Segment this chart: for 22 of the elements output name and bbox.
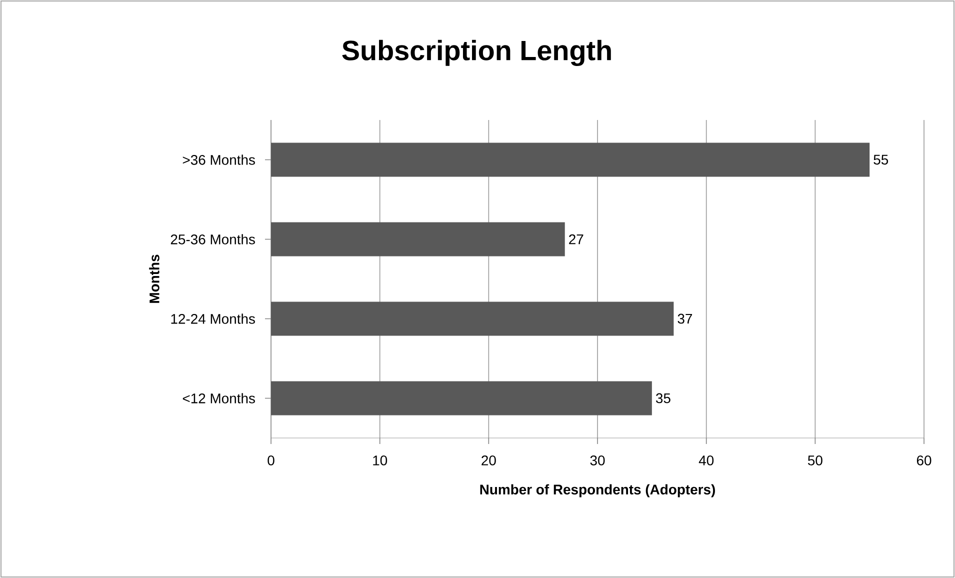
x-tick-label: 60 <box>916 456 932 466</box>
y-tick-label: 12-24 Months <box>171 314 255 324</box>
x-tick-label: 50 <box>808 456 822 466</box>
x-tick-label: 40 <box>698 456 714 466</box>
x-axis-title: Number of Respondents (Adopters) <box>480 484 715 498</box>
x-tick-label: 0 <box>268 456 274 466</box>
y-tick-label: 25-36 Months <box>170 234 255 244</box>
y-tick-label: <12 Months <box>182 393 255 404</box>
x-tick-label: 20 <box>482 456 496 466</box>
bar <box>271 142 870 177</box>
data-label: 55 <box>874 154 888 165</box>
bar <box>271 381 652 416</box>
data-label: 35 <box>656 393 670 404</box>
y-tick-label: >36 Months <box>182 154 255 165</box>
bar <box>271 222 565 256</box>
y-axis-title: Months <box>149 254 160 303</box>
bar <box>271 302 674 336</box>
data-label: 27 <box>569 234 584 244</box>
x-tick-label: 10 <box>373 456 388 466</box>
chart-title: Subscription Length <box>342 40 611 66</box>
x-tick-label: 30 <box>590 456 605 466</box>
data-label: 37 <box>678 314 692 324</box>
